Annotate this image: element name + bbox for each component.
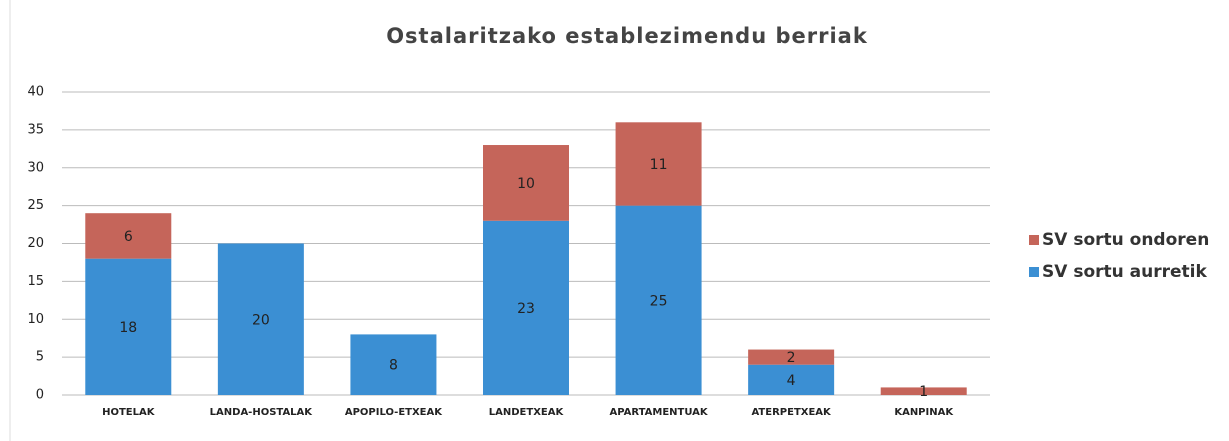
bar-segment [85,213,172,259]
bar-segment [483,220,569,395]
x-tick-label: APARTAMENTUAK [609,407,708,418]
bar-segment [748,364,835,395]
y-tick-label: 30 [27,160,44,175]
x-tick-label: APOPILO-ETXEAK [345,407,443,418]
x-tick-label: LANDA-HOSTALAK [210,407,314,418]
bar-segment [880,387,967,395]
bar-segment [350,334,437,395]
data-label: 25 [650,293,668,309]
bar-segment [748,349,835,365]
legend-label: SV sortu aurretik [1042,262,1207,282]
y-tick-label: 20 [27,236,44,251]
legend-label: SV sortu ondoren [1042,230,1209,250]
data-label: 23 [517,301,535,317]
y-tick-label: 25 [27,198,44,213]
x-tick-label: LANDETXEAK [489,407,565,418]
bar-segment [615,122,702,206]
data-label: 8 [389,358,398,374]
data-label: 2 [787,350,796,366]
bar-segment [483,145,569,221]
data-label: 4 [787,373,796,389]
y-tick-label: 40 [27,85,44,100]
bar-segment [85,258,172,395]
data-label: 20 [252,312,270,328]
y-tick-label: 10 [27,312,44,327]
data-label: 1 [919,384,928,400]
legend-swatch [1029,267,1039,277]
bar-segment [615,205,702,395]
legend-swatch [1029,235,1039,245]
bar-segment [217,243,304,395]
y-tick-label: 5 [36,350,44,365]
x-tick-label: KANPINAK [894,407,954,418]
y-tick-label: 15 [27,274,44,289]
data-label: 6 [124,229,133,245]
x-tick-label: ATERPETXEAK [751,407,832,418]
x-tick-label: HOTELAK [102,407,156,418]
y-tick-label: 35 [27,122,44,137]
y-tick-label: 0 [36,388,44,403]
data-label: 18 [119,320,137,336]
chart-title: Ostalaritzako establezimendu berriak [386,24,868,48]
data-label: 11 [650,157,668,173]
data-label: 10 [517,176,535,192]
